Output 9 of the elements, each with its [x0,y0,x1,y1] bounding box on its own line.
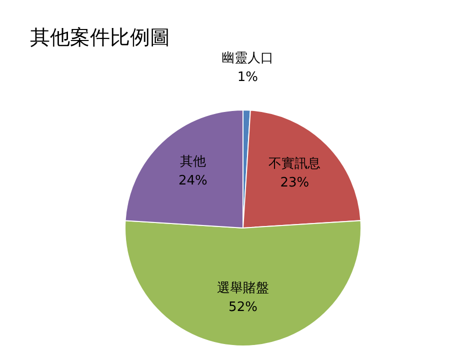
data-label: 24% [178,174,208,189]
data-label: 1% [237,70,258,86]
data-label: 23% [280,175,310,190]
slice-label: 選舉賭盤 [217,281,269,296]
slice-label: 幽靈人口 [222,51,274,66]
slice-label: 不實訊息 [268,156,321,172]
data-label: 52% [228,300,258,316]
slice-label: 其他 [180,154,206,170]
chart-title: 其他案件比例圖 [30,24,170,51]
